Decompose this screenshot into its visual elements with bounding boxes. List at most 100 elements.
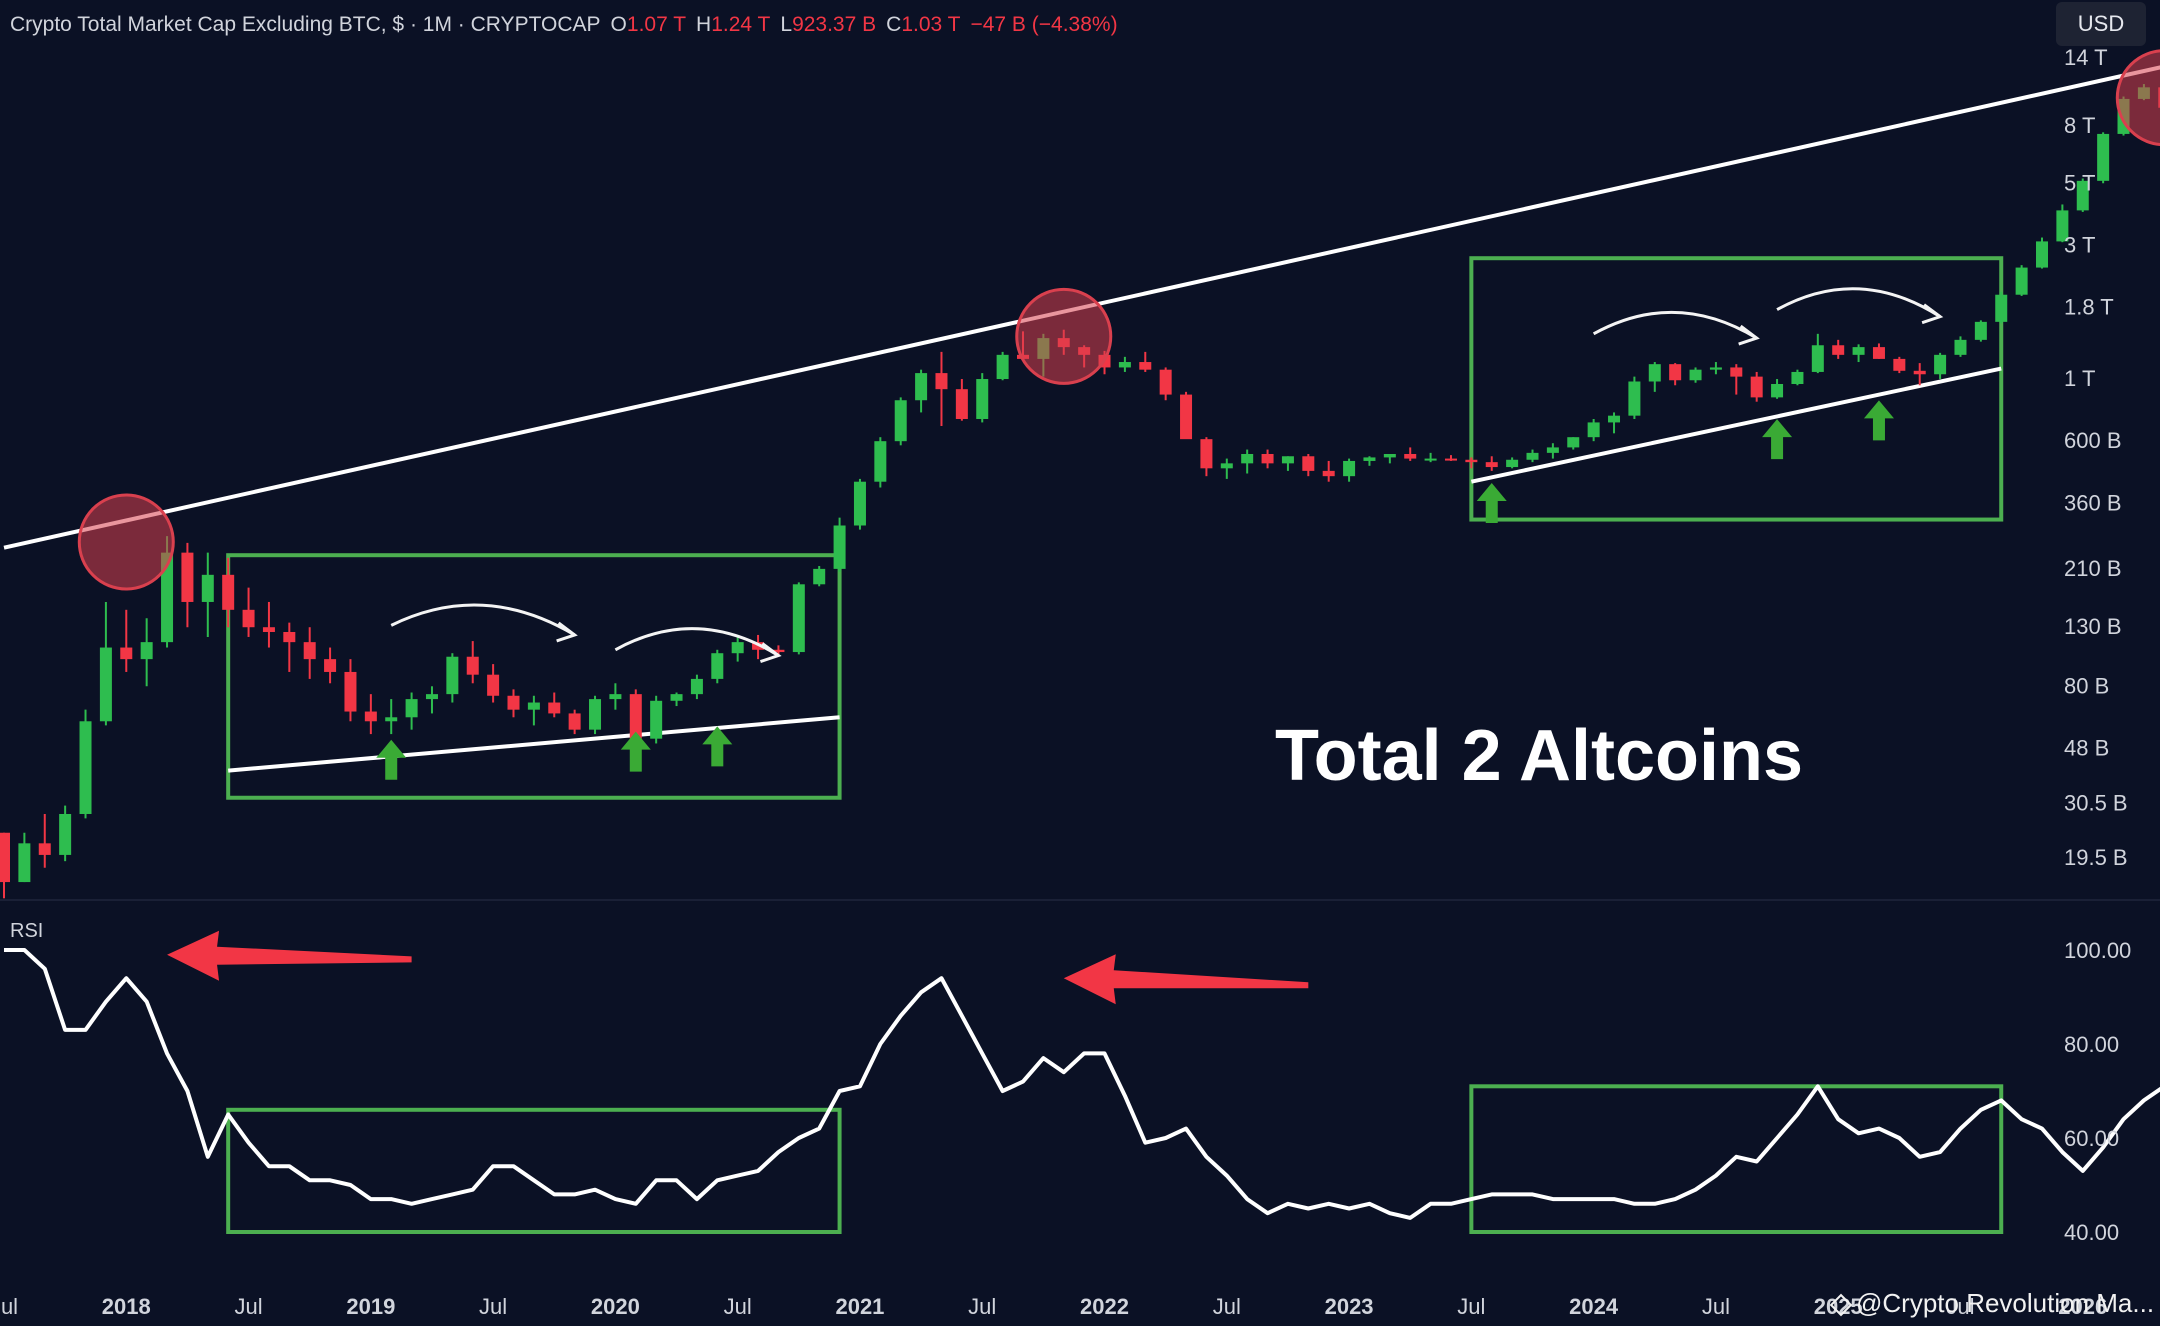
watermark: @Crypto Revolution Ma... <box>1830 1288 2154 1319</box>
open-value: 1.07 T <box>626 13 687 36</box>
candle-body <box>242 609 255 628</box>
candle <box>466 641 479 684</box>
price-tick-label: 8 T <box>2064 113 2095 138</box>
candle <box>1526 449 1539 463</box>
x-tick-label: 2019 <box>346 1294 395 1319</box>
x-tick-label: Jul <box>479 1294 507 1319</box>
candle <box>1567 437 1580 450</box>
candle-body <box>1791 371 1804 384</box>
candle-body <box>1811 345 1824 372</box>
candle-body <box>1771 383 1784 398</box>
candle-body <box>1526 452 1539 460</box>
candle <box>1750 371 1763 402</box>
close-label: C <box>886 13 902 36</box>
accumulation-box-1 <box>226 553 842 800</box>
candle <box>874 437 887 488</box>
candle-body <box>1608 415 1621 423</box>
candle <box>1220 458 1233 479</box>
candle-body <box>1383 453 1396 458</box>
candle <box>731 634 744 662</box>
support-line-2 <box>1470 366 2002 484</box>
price-tick-label: 360 B <box>2064 490 2122 515</box>
candle-body <box>2076 180 2089 211</box>
candle <box>1811 333 1824 374</box>
price-tick-label: 14 T <box>2064 45 2108 70</box>
x-tick-label: 2021 <box>835 1294 884 1319</box>
currency-badge[interactable]: USD <box>2056 2 2146 46</box>
highlight-circle-3 <box>2115 49 2160 147</box>
rsi-tick-label: 80.00 <box>2064 1032 2119 1057</box>
curved-arrow-head <box>1921 303 1944 325</box>
candle <box>711 649 724 684</box>
candle-body <box>446 656 459 695</box>
candle-body <box>1567 437 1580 448</box>
candle-body <box>1628 381 1641 416</box>
candle-body <box>650 700 663 739</box>
candle-body <box>2015 267 2028 295</box>
candle-body <box>1465 459 1478 463</box>
curved-arrow-head <box>759 642 782 663</box>
candle <box>2015 265 2028 296</box>
red-arrow-icon <box>167 930 412 981</box>
price-tick-label: 80 B <box>2064 673 2109 698</box>
candle <box>507 689 520 718</box>
candle <box>2097 132 2110 184</box>
candle-body <box>0 832 10 883</box>
x-tick-label: Jul <box>1946 1294 1974 1319</box>
candle <box>1322 460 1335 482</box>
candle <box>1363 456 1376 466</box>
candle <box>79 709 92 819</box>
x-tick-label: Jul <box>234 1294 262 1319</box>
candle-body <box>1159 369 1172 395</box>
candle <box>1159 367 1172 401</box>
curved-arrow-head <box>1738 324 1760 346</box>
candle <box>120 609 133 672</box>
candle-body <box>1424 458 1437 461</box>
red-arrow-icon <box>1063 954 1309 1005</box>
candle <box>1506 457 1519 469</box>
candle <box>609 683 622 710</box>
candle <box>1241 449 1254 474</box>
candle-body <box>1322 470 1335 477</box>
candle <box>1852 344 1865 363</box>
candle <box>1832 339 1845 359</box>
candle <box>1180 391 1193 440</box>
candle <box>1485 456 1498 471</box>
candle <box>568 709 581 735</box>
candle-body <box>1506 459 1519 468</box>
candle-body <box>629 694 642 739</box>
candle-body <box>222 574 235 610</box>
close-value: 1.03 T <box>901 13 961 36</box>
curved-arrow <box>390 603 576 637</box>
price-tick-label: 600 B <box>2064 428 2122 453</box>
x-tick-label: 2022 <box>1080 1294 1129 1319</box>
candle <box>976 373 989 423</box>
candle-body <box>507 695 520 710</box>
curved-arrow-head <box>556 621 578 643</box>
candle <box>690 674 703 700</box>
price-tick-label: 3 T <box>2064 232 2095 257</box>
rsi-tick-label: 40.00 <box>2064 1220 2119 1245</box>
candle <box>527 695 540 726</box>
candle-body <box>1220 463 1233 469</box>
candle-body <box>324 659 337 672</box>
candle-body <box>731 642 744 654</box>
candle-body <box>1281 456 1294 464</box>
candle-body <box>792 584 805 653</box>
candle <box>262 601 275 648</box>
candle <box>1934 352 1947 380</box>
candle <box>1995 291 2008 324</box>
price-tick-label: 130 B <box>2064 614 2122 639</box>
candle-body <box>262 627 275 632</box>
candle <box>792 582 805 655</box>
candle <box>1954 336 1967 357</box>
curved-arrow <box>1776 287 1941 318</box>
candle <box>344 659 357 722</box>
candle-body <box>1261 453 1274 464</box>
candle <box>99 601 112 726</box>
candle-body <box>1404 453 1417 459</box>
candle-body <box>364 711 377 722</box>
candle <box>853 478 866 530</box>
open-label: O <box>610 13 627 36</box>
candle <box>813 566 826 587</box>
